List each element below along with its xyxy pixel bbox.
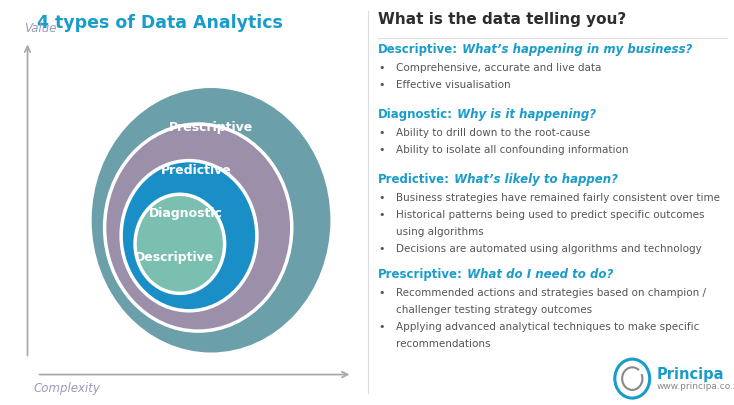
- Text: Recommended actions and strategies based on champion /: Recommended actions and strategies based…: [396, 288, 706, 298]
- Text: Principa: Principa: [657, 367, 724, 381]
- Text: using algorithms: using algorithms: [396, 226, 484, 237]
- Text: Predictive: Predictive: [161, 164, 232, 177]
- Text: Value: Value: [23, 21, 57, 34]
- Text: Business strategies have remained fairly consistent over time: Business strategies have remained fairly…: [396, 192, 720, 202]
- Text: •: •: [378, 145, 385, 155]
- Text: Prescriptive:: Prescriptive:: [378, 267, 463, 280]
- Text: recommendations: recommendations: [396, 339, 490, 349]
- Text: Why is it happening?: Why is it happening?: [453, 107, 596, 120]
- Text: •: •: [378, 192, 385, 202]
- Text: •: •: [378, 128, 385, 138]
- Text: Complexity: Complexity: [33, 381, 100, 394]
- Text: What is the data telling you?: What is the data telling you?: [378, 12, 626, 27]
- Text: Ability to isolate all confounding information: Ability to isolate all confounding infor…: [396, 145, 628, 155]
- Text: challenger testing strategy outcomes: challenger testing strategy outcomes: [396, 305, 592, 315]
- Circle shape: [90, 87, 332, 354]
- Text: What’s happening in my business?: What’s happening in my business?: [458, 43, 692, 55]
- Text: Decisions are automated using algorithms and technology: Decisions are automated using algorithms…: [396, 243, 702, 254]
- Text: Applying advanced analytical techniques to make specific: Applying advanced analytical techniques …: [396, 322, 700, 332]
- Text: What do I need to do?: What do I need to do?: [463, 267, 613, 280]
- Text: •: •: [378, 322, 385, 332]
- Text: Descriptive:: Descriptive:: [378, 43, 458, 55]
- Text: www.principa.co.za: www.principa.co.za: [657, 382, 734, 390]
- Text: Historical patterns being used to predict specific outcomes: Historical patterns being used to predic…: [396, 209, 705, 220]
- Text: Predictive:: Predictive:: [378, 172, 450, 185]
- Circle shape: [121, 161, 257, 311]
- Text: •: •: [378, 243, 385, 254]
- Circle shape: [104, 125, 291, 331]
- Text: 4 types of Data Analytics: 4 types of Data Analytics: [37, 14, 283, 32]
- Circle shape: [135, 195, 225, 294]
- Text: Diagnostic:: Diagnostic:: [378, 107, 453, 120]
- Text: Prescriptive: Prescriptive: [169, 121, 253, 134]
- Text: What’s likely to happen?: What’s likely to happen?: [450, 172, 618, 185]
- Text: •: •: [378, 288, 385, 298]
- Text: •: •: [378, 63, 385, 73]
- Text: Comprehensive, accurate and live data: Comprehensive, accurate and live data: [396, 63, 601, 73]
- Text: Descriptive: Descriptive: [135, 251, 214, 264]
- Text: •: •: [378, 209, 385, 220]
- Text: Ability to drill down to the root-cause: Ability to drill down to the root-cause: [396, 128, 590, 138]
- Text: •: •: [378, 80, 385, 90]
- Text: Diagnostic: Diagnostic: [148, 206, 222, 219]
- Text: Effective visualisation: Effective visualisation: [396, 80, 511, 90]
